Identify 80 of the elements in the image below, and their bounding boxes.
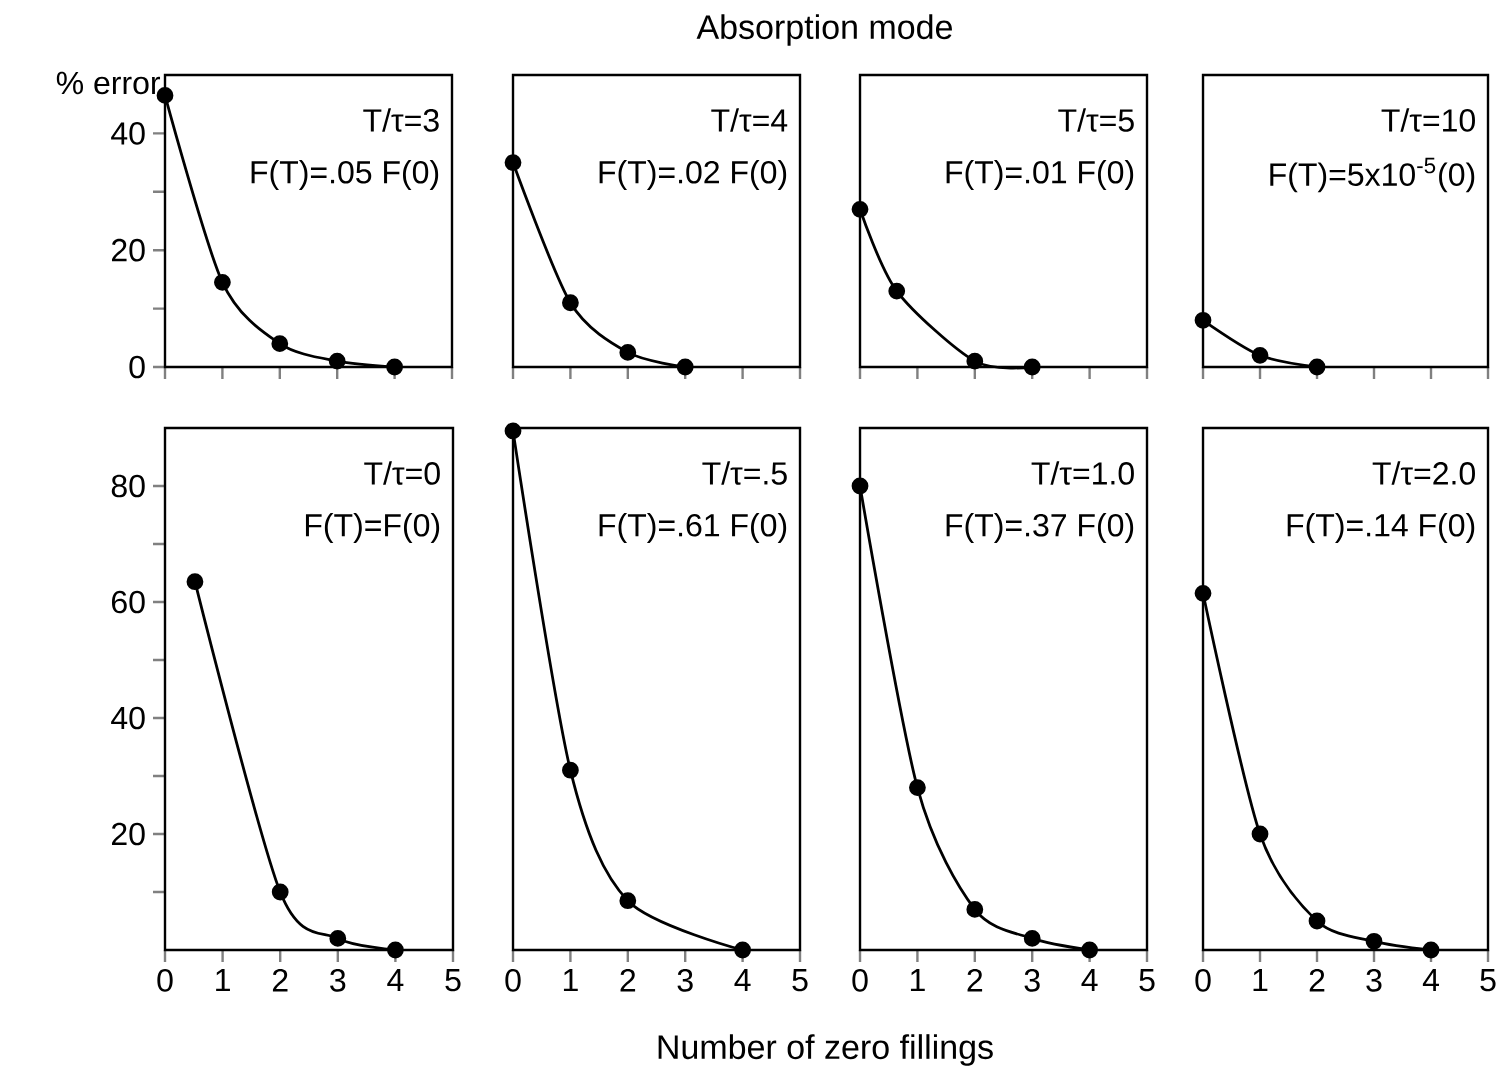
x-tick-label: 2 xyxy=(272,969,288,992)
x-tick-label: 4 xyxy=(734,969,751,992)
point xyxy=(1308,912,1326,930)
x-tick-label: 3 xyxy=(1366,969,1382,992)
point xyxy=(328,352,346,370)
annotation: F(T)=.05 F(0) xyxy=(251,160,439,190)
x-tick-label: 4 xyxy=(1422,969,1439,992)
x-tick-label: 2 xyxy=(967,969,983,992)
x-tick-label: 1 xyxy=(1253,969,1268,992)
x-tick-label: 3 xyxy=(330,969,346,992)
point xyxy=(851,200,869,218)
x-tick-label: 5 xyxy=(1139,969,1155,992)
point xyxy=(387,941,404,959)
point xyxy=(1081,941,1099,959)
y-tick-label: 40 xyxy=(111,706,145,730)
point xyxy=(562,761,579,779)
y-tick-label: 20 xyxy=(111,238,145,262)
point xyxy=(734,941,751,959)
x-tick-label: 2 xyxy=(620,969,636,992)
annotation: F(T)=F(0) xyxy=(305,513,440,543)
annotation: F(T)=.14 F(0) xyxy=(1287,513,1475,543)
y-tick-label: 80 xyxy=(111,474,145,498)
point xyxy=(1251,825,1269,843)
point xyxy=(1365,932,1383,950)
x-tick-label: 5 xyxy=(445,969,461,992)
annotation: T/τ=5 xyxy=(1058,108,1134,132)
y-axis-title: % error xyxy=(56,71,161,95)
point xyxy=(271,335,289,353)
x-tick-label: 3 xyxy=(677,969,693,992)
x-tick-label: 1 xyxy=(563,969,578,992)
annotation: T/τ=0 xyxy=(364,461,440,485)
point xyxy=(888,282,906,300)
y-tick-label: 20 xyxy=(111,822,145,846)
annotation: F(T)=.02 F(0) xyxy=(599,160,787,190)
point xyxy=(214,273,231,291)
x-tick-label: 1 xyxy=(910,969,925,992)
point xyxy=(504,422,522,440)
x-tick-label: 0 xyxy=(1195,969,1211,992)
x-tick-label: 1 xyxy=(216,969,230,992)
x-tick-label: 2 xyxy=(1309,969,1325,992)
y-tick-label: 40 xyxy=(111,122,145,145)
x-axis-title: Number of zero fillings xyxy=(658,1034,993,1066)
y-tick-label: 0 xyxy=(129,355,145,379)
annotation: F(T)=5x10$^{-5}$(0) xyxy=(1270,157,1475,193)
annotation: F(T)=.37 F(0) xyxy=(946,513,1134,543)
x-tick-label: 4 xyxy=(1081,969,1098,992)
point xyxy=(329,930,347,947)
annotation: F(T)=.61 F(0) xyxy=(599,513,787,543)
annotation: F(T)=.01 F(0) xyxy=(946,160,1134,190)
point xyxy=(186,573,204,591)
annotation: T/τ=2.0 xyxy=(1372,461,1475,485)
annotation: T/τ=3 xyxy=(363,108,439,132)
chart-title: Absorption mode xyxy=(696,14,952,46)
x-tick-label: 0 xyxy=(505,969,521,992)
point xyxy=(271,883,289,901)
point xyxy=(1023,358,1041,376)
x-tick-label: 5 xyxy=(1480,969,1496,992)
annotation: T/τ=4 xyxy=(711,108,788,132)
x-tick-label: 0 xyxy=(852,969,868,992)
point xyxy=(909,779,926,796)
y-tick-label: 60 xyxy=(111,590,145,614)
annotation: T/τ=10 xyxy=(1381,108,1475,132)
point xyxy=(619,343,637,361)
annotation: T/τ=.5 xyxy=(702,461,787,485)
point xyxy=(386,358,403,376)
x-tick-label: 3 xyxy=(1024,969,1040,992)
point xyxy=(966,352,984,370)
point xyxy=(966,901,984,918)
point xyxy=(851,477,869,495)
point xyxy=(619,892,637,910)
x-tick-label: 4 xyxy=(387,969,404,992)
point xyxy=(1023,930,1041,947)
point xyxy=(1422,941,1440,959)
point xyxy=(676,358,694,376)
point xyxy=(1194,584,1212,602)
point xyxy=(562,294,579,312)
x-tick-label: 0 xyxy=(157,969,173,992)
point xyxy=(504,154,522,171)
x-tick-label: 5 xyxy=(792,969,808,992)
annotation: T/τ=1.0 xyxy=(1031,461,1134,485)
